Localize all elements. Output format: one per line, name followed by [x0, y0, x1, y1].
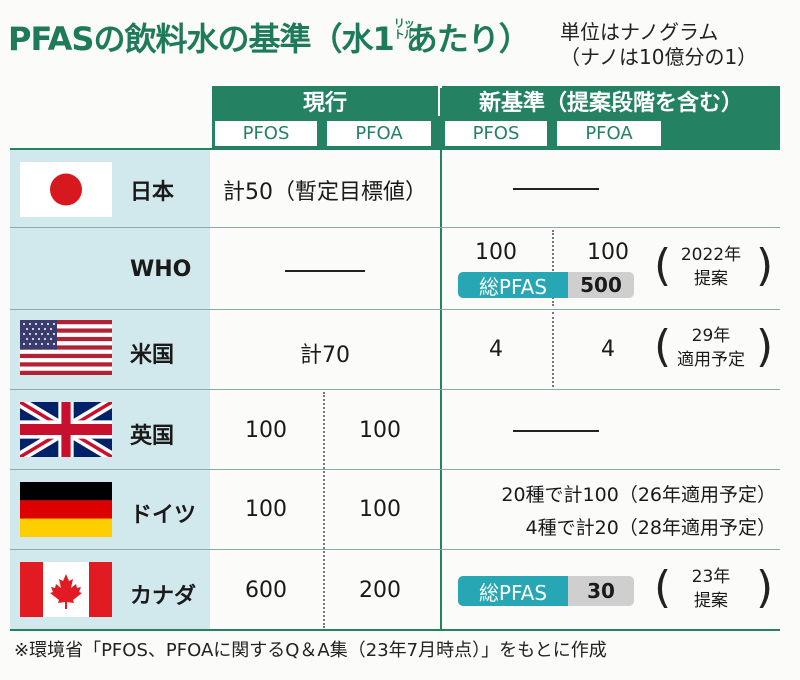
header-bottom-line	[10, 148, 780, 150]
usa-current-value: 計70	[300, 343, 350, 368]
canada-current-pfoa: 200	[359, 578, 401, 603]
title-ruby: リッ トル	[393, 17, 415, 41]
canada-current-pfos: 600	[245, 578, 287, 603]
who-new-pfos: 100	[475, 240, 517, 265]
country-name-who: WHO	[130, 257, 192, 282]
usa-new-pfoa: 4	[601, 337, 615, 362]
page-title: PFASの飲料水の基準（水1リッ トルあたり）	[8, 17, 531, 58]
header-new: 新基準（提案段階を含む）	[442, 86, 780, 116]
header-current: 現行	[212, 86, 438, 116]
who-new-pfoa: 100	[587, 240, 629, 265]
country-name-germany: ドイツ	[130, 503, 197, 528]
who-current-dash	[285, 270, 365, 272]
row-divider	[10, 549, 780, 550]
row-divider	[10, 389, 780, 390]
dotted-divider	[323, 392, 325, 628]
bracket-left: (	[654, 240, 672, 291]
current-new-divider	[440, 88, 442, 629]
row-divider	[10, 227, 780, 228]
germany-flag	[20, 482, 112, 537]
bracket-right: )	[756, 240, 774, 291]
germany-new-line2: 4種で計20（28年適用予定）	[525, 517, 776, 539]
total-pfas-label: 総PFAS	[458, 272, 568, 298]
bracket-left: (	[654, 562, 672, 613]
germany-current-pfoa: 100	[359, 497, 401, 522]
sub-header-new-pfoa: PFOA	[555, 119, 663, 148]
total-pfas-value: 30	[568, 576, 634, 606]
country-name-uk: 英国	[130, 424, 175, 449]
usa-note: 29年 適用予定	[677, 326, 745, 370]
uk-flag	[20, 402, 112, 457]
total-pfas-value: 500	[568, 272, 634, 298]
us-flag	[20, 320, 112, 375]
dotted-divider	[552, 312, 554, 387]
country-column	[10, 148, 210, 629]
sub-header-current-pfoa: PFOA	[325, 119, 433, 148]
country-name-japan: 日本	[130, 180, 175, 205]
bracket-left: (	[654, 321, 672, 372]
row-divider	[10, 469, 780, 470]
uk-current-pfos: 100	[245, 418, 287, 443]
uk-current-pfoa: 100	[359, 418, 401, 443]
country-name-usa: 米国	[130, 343, 175, 368]
canada-flag	[20, 562, 112, 617]
germany-current-pfos: 100	[245, 497, 287, 522]
unit-note: 単位はナノグラム （ナノは10億分の1）	[560, 20, 758, 69]
row-divider	[10, 309, 780, 310]
uk-new-dash	[513, 430, 599, 432]
table-bottom-line	[10, 629, 780, 631]
who-note: 2022年 提案	[680, 245, 742, 289]
canada-total-pfas: 総PFAS 30	[458, 576, 634, 606]
japan-flag	[20, 162, 112, 217]
who-total-pfas: 総PFAS 500	[458, 272, 634, 298]
sub-header-current-pfos: PFOS	[213, 119, 319, 148]
germany-new-line1: 20種で計100（26年適用予定）	[501, 484, 776, 506]
usa-new-pfos: 4	[489, 337, 503, 362]
total-pfas-label: 総PFAS	[458, 576, 568, 606]
source-note: ※環境省「PFOS、PFOAに関するQ＆A集（23年7月時点）」をもとに作成	[14, 640, 607, 661]
japan-current-value: 計50（暫定目標値）	[223, 180, 427, 205]
japan-new-dash	[513, 188, 599, 190]
canada-note: 23年 提案	[691, 567, 731, 611]
sub-header-new-pfos: PFOS	[443, 119, 549, 148]
bracket-right: )	[756, 321, 774, 372]
country-name-canada: カナダ	[130, 584, 197, 609]
bracket-right: )	[756, 562, 774, 613]
dotted-divider	[552, 230, 554, 306]
